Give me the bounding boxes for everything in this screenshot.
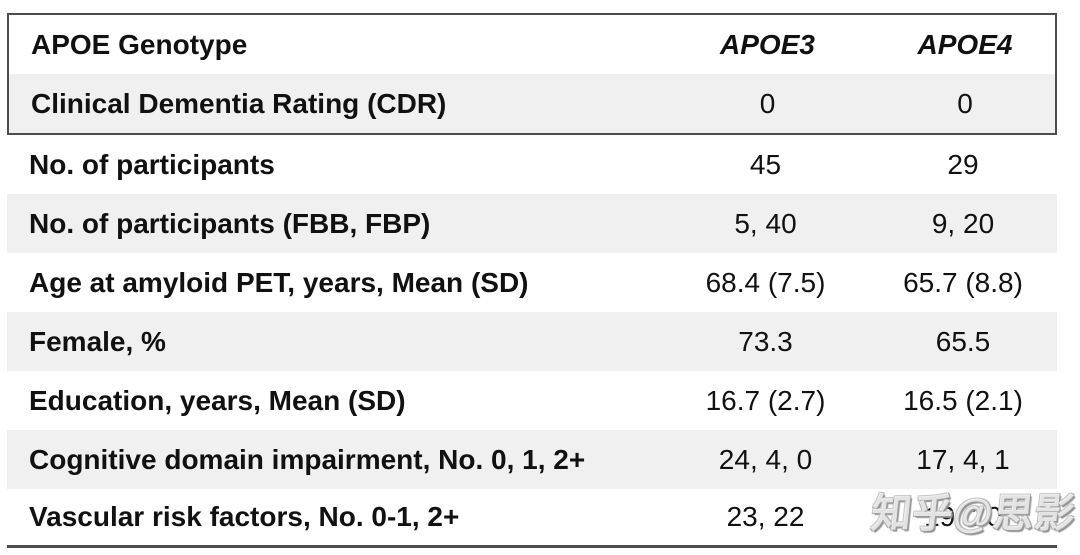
table-row: No. of participants (FBB, FBP) 5, 40 9, … bbox=[7, 194, 1057, 253]
apoe4-value: 65.7 (8.8) bbox=[903, 266, 1023, 298]
apoe4-value: 19, 10 bbox=[924, 501, 1002, 532]
column-header-apoe4: APOE4 bbox=[917, 28, 1013, 60]
row-label: Female, % bbox=[29, 325, 166, 357]
apoe4-value: 0 bbox=[957, 87, 973, 119]
apoe3-value: 24, 4, 0 bbox=[718, 443, 813, 475]
apoe4-value: 16.5 (2.1) bbox=[903, 384, 1023, 416]
apoe3-value: 16.7 (2.7) bbox=[705, 384, 826, 416]
header-label: APOE Genotype bbox=[31, 28, 248, 60]
apoe3-value: 73.3 bbox=[738, 325, 793, 357]
apoe3-value: 23, 22 bbox=[726, 501, 805, 532]
table-row: Cognitive domain impairment, No. 0, 1, 2… bbox=[7, 430, 1057, 489]
table-row: Education, years, Mean (SD) 16.7 (2.7) 1… bbox=[7, 371, 1057, 430]
apoe3-value: 0 bbox=[759, 87, 776, 119]
row-label: Education, years, Mean (SD) bbox=[29, 384, 406, 416]
column-header-apoe3: APOE3 bbox=[720, 28, 815, 60]
apoe3-value: 45 bbox=[749, 148, 782, 180]
table-row: Female, % 73.3 65.5 bbox=[7, 312, 1057, 371]
table-header-box: APOE Genotype APOE3 APOE4 Clinical Demen… bbox=[7, 13, 1057, 135]
table-row: No. of participants 45 29 bbox=[7, 135, 1057, 194]
table-header-row: APOE Genotype APOE3 APOE4 bbox=[9, 15, 1055, 74]
table-body: No. of participants 45 29 No. of partici… bbox=[7, 135, 1057, 548]
apoe3-value: 5, 40 bbox=[734, 207, 797, 239]
apoe4-value: 9, 20 bbox=[931, 207, 995, 239]
apoe4-value: 65.5 bbox=[935, 325, 991, 357]
table-row: Age at amyloid PET, years, Mean (SD) 68.… bbox=[7, 253, 1057, 312]
table-row: Clinical Dementia Rating (CDR) 0 0 bbox=[9, 74, 1055, 133]
row-label: No. of participants bbox=[29, 148, 275, 180]
table-row: Vascular risk factors, No. 0-1, 2+ 23, 2… bbox=[7, 489, 1057, 548]
row-label: Age at amyloid PET, years, Mean (SD) bbox=[29, 266, 529, 298]
apoe4-value: 17, 4, 1 bbox=[916, 443, 1010, 475]
row-label: Clinical Dementia Rating (CDR) bbox=[31, 87, 447, 119]
demographics-table: APOE Genotype APOE3 APOE4 Clinical Demen… bbox=[7, 13, 1057, 548]
apoe4-value: 29 bbox=[947, 148, 979, 180]
row-label: Vascular risk factors, No. 0-1, 2+ bbox=[29, 501, 460, 532]
apoe3-value: 68.4 (7.5) bbox=[705, 266, 826, 298]
row-label: No. of participants (FBB, FBP) bbox=[29, 207, 431, 239]
row-label: Cognitive domain impairment, No. 0, 1, 2… bbox=[29, 443, 586, 475]
